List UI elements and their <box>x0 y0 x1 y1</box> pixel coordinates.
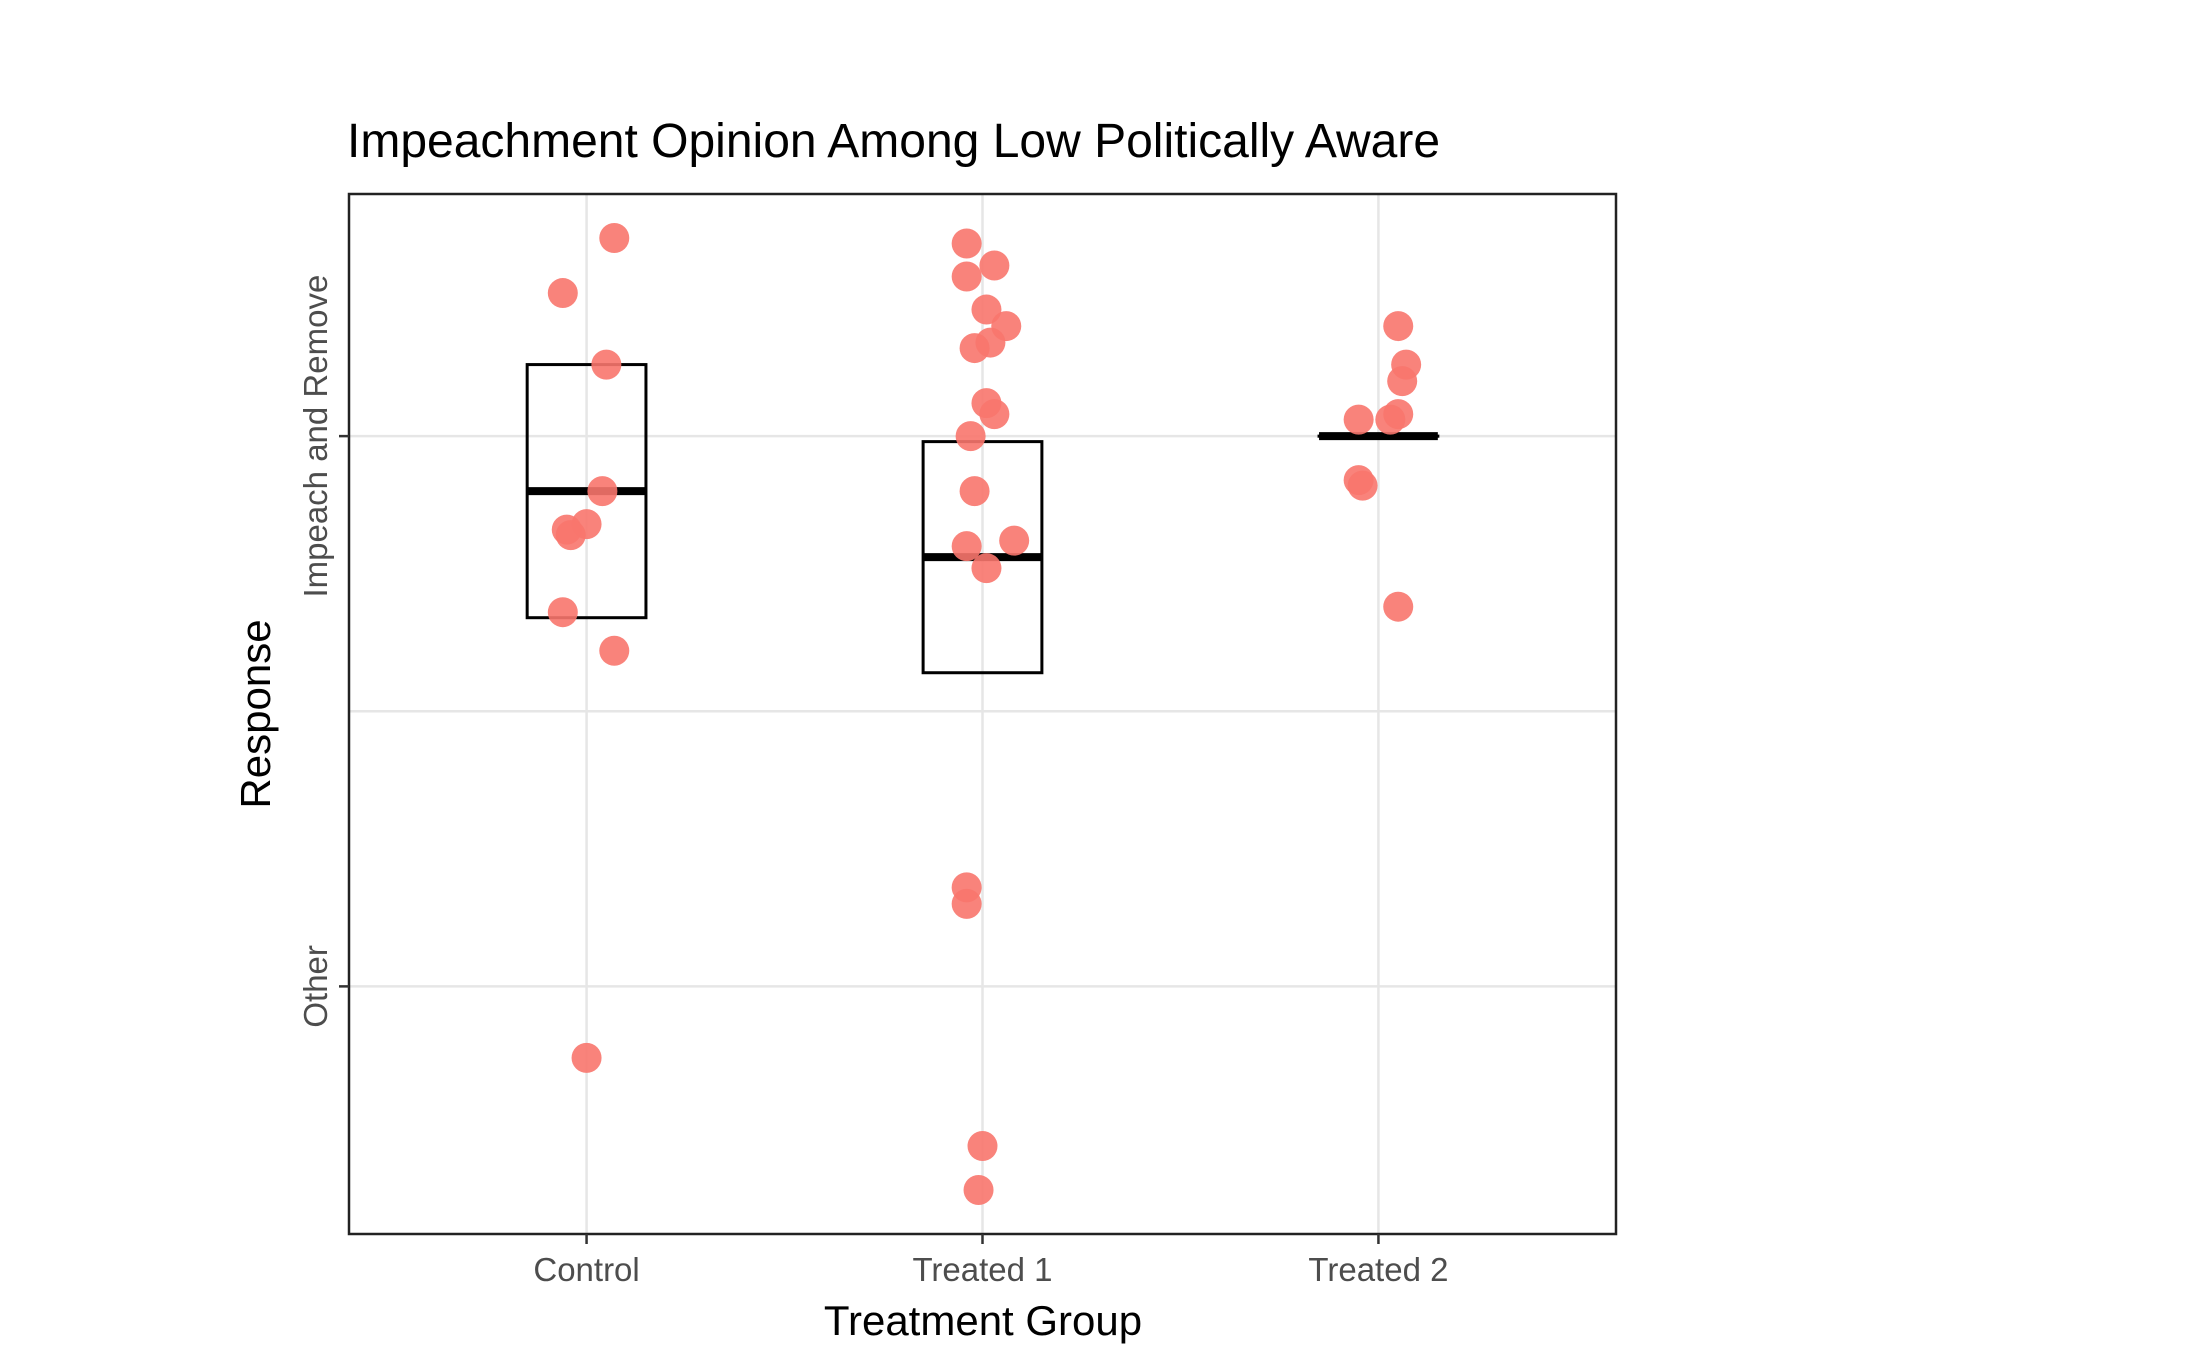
data-point <box>999 525 1030 556</box>
chart-title: Impeachment Opinion Among Low Politicall… <box>347 115 1440 168</box>
data-point <box>547 278 578 309</box>
data-point <box>951 261 982 292</box>
axes-layer: Control Treated 1 Treated 2 Other Impeach an… <box>297 275 1448 1288</box>
points-layer <box>547 223 1422 1205</box>
x-tick-label: Treated 2 <box>1308 1251 1448 1288</box>
data-point <box>591 349 622 380</box>
data-point <box>1387 366 1418 397</box>
data-point <box>1343 404 1374 435</box>
x-axis-title: Treatment Group <box>824 1297 1142 1344</box>
data-point <box>979 250 1010 281</box>
data-point <box>979 399 1010 430</box>
data-point <box>951 531 982 562</box>
data-point <box>959 333 990 364</box>
y-tick-label: Impeach and Remove <box>297 275 334 598</box>
data-point <box>1347 470 1378 501</box>
y-axis-title: Response <box>232 619 279 808</box>
y-tick-label: Other <box>297 945 334 1028</box>
data-point <box>951 888 982 919</box>
data-point <box>967 1130 998 1161</box>
data-point <box>971 294 1002 325</box>
data-point <box>1375 404 1406 435</box>
data-point <box>959 476 990 507</box>
data-point <box>955 421 986 452</box>
data-point <box>555 520 586 551</box>
data-point <box>599 635 630 666</box>
data-point <box>571 1042 602 1073</box>
data-point <box>951 228 982 259</box>
data-point <box>547 597 578 628</box>
data-point <box>599 223 630 254</box>
data-point <box>963 1174 994 1205</box>
x-tick-label: Treated 1 <box>912 1251 1052 1288</box>
data-point <box>1383 311 1414 342</box>
data-point <box>1383 591 1414 622</box>
x-tick-label: Control <box>533 1251 639 1288</box>
data-point <box>587 476 618 507</box>
data-point <box>971 553 1002 584</box>
